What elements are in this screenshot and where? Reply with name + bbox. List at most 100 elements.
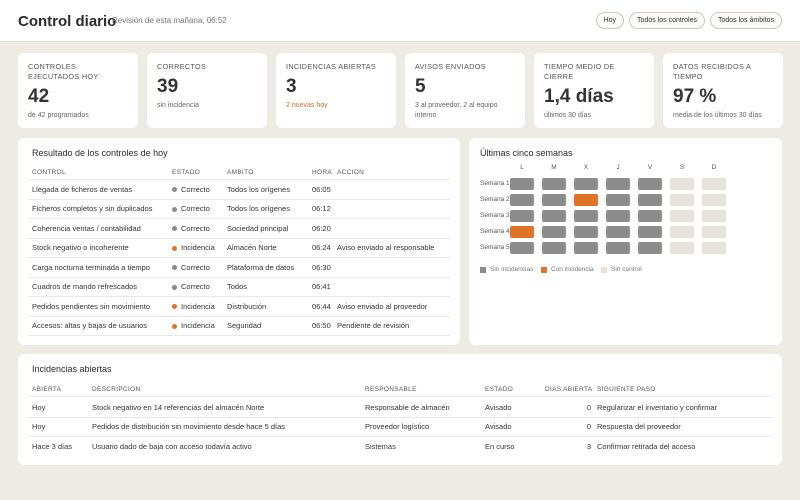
kpi-value: 42 xyxy=(28,86,50,107)
day-cell xyxy=(574,194,598,206)
status-dot xyxy=(172,284,177,290)
day-cell xyxy=(542,210,566,222)
table-cell: Responsable de almacén xyxy=(365,402,450,412)
kpi-value: 39 xyxy=(157,76,179,97)
status-dot xyxy=(172,265,177,271)
legend-label: Con incidencia xyxy=(551,266,594,273)
table-cell: 06:20 xyxy=(312,223,331,233)
legend-label: Sin control xyxy=(611,266,642,273)
week-label: Semana 1 xyxy=(480,180,510,187)
filter-button[interactable]: Todos los ámbitos xyxy=(709,12,782,29)
day-label: M xyxy=(551,164,557,171)
day-cell xyxy=(702,194,726,206)
table-cell: Llegada de ficheros de ventas xyxy=(32,184,133,194)
panel-title: Resultado de los controles de hoy xyxy=(32,148,168,158)
table-cell: Sociedad principal xyxy=(227,223,289,233)
column-header: HORA xyxy=(312,169,332,176)
status-cell: Incidencia xyxy=(168,302,223,311)
table-row: Carga nocturna terminada a tiempo Correct… xyxy=(28,258,450,278)
status-text: Correcto xyxy=(181,282,210,292)
status-text: Incidencia xyxy=(181,321,215,331)
day-cell xyxy=(574,178,598,190)
legend-item: Con incidencia xyxy=(541,266,594,273)
table-cell: Avisado xyxy=(485,402,512,412)
table-cell: 06:50 xyxy=(312,321,331,331)
table-cell: Hace 3 días xyxy=(32,442,73,452)
filter-button[interactable]: Hoy xyxy=(595,12,625,29)
day-cell xyxy=(702,210,726,222)
incidents-panel: Incidencias abiertas ABIERTA DESCRIPCIÓN R… xyxy=(18,354,782,465)
table-cell: Pendiente de revisión xyxy=(337,321,410,331)
header: Control diario Revisión de esta mañana, … xyxy=(0,0,800,42)
status-text: Correcto xyxy=(181,223,210,233)
column-header: DÍAS ABIERTA xyxy=(545,386,593,393)
column-header: ABIERTA xyxy=(32,386,62,393)
kpi-note: 2 nuevas hoy xyxy=(286,102,328,109)
day-cell xyxy=(670,178,694,190)
table-cell: Respuesta del proveedor xyxy=(597,422,681,432)
kpi-value: 5 xyxy=(415,76,426,97)
legend-swatch xyxy=(480,266,486,273)
table-cell: Regularizar el inventario y confirmar xyxy=(597,402,718,412)
table-cell: Confirmar retirada del acceso xyxy=(597,442,696,452)
table-cell: Almacén Norte xyxy=(227,243,277,253)
day-cell xyxy=(670,210,694,222)
table-cell: Accesos: altas y bajas de usuarios xyxy=(32,321,148,331)
page-subtitle: Revisión de esta mañana, 06:52 xyxy=(112,16,227,25)
day-cell xyxy=(606,178,630,190)
table-cell: 3 xyxy=(586,442,591,452)
day-label: J xyxy=(616,164,620,171)
kpi-note: de 42 programados xyxy=(28,112,89,119)
table-row: Hace 3 días Usuario dado de baja con acce… xyxy=(28,437,772,457)
day-cell xyxy=(606,242,630,254)
kpi-label: DATOS RECIBIDOS A TIEMPO xyxy=(673,62,751,81)
table-cell: En curso xyxy=(485,442,515,452)
day-cell xyxy=(606,194,630,206)
status-cell: Incidencia xyxy=(168,321,223,330)
kpi-label: INCIDENCIAS ABIERTAS xyxy=(286,62,377,71)
week-label: Semana 5 xyxy=(480,244,510,251)
kpi-card: TIEMPO MEDIO DE CIERRE 1,4 días últimos 30… xyxy=(534,53,654,128)
legend-swatch xyxy=(541,266,547,273)
table-cell: Todos xyxy=(227,282,248,292)
kpi-label: AVISOS ENVIADOS xyxy=(415,62,486,71)
kpi-value: 3 xyxy=(286,76,297,97)
kpi-label: TIEMPO MEDIO DE CIERRE xyxy=(544,62,615,81)
day-cell xyxy=(542,242,566,254)
table-cell: Todos los orígenes xyxy=(227,184,290,194)
day-label: D xyxy=(711,164,717,171)
table-cell: Seguridad xyxy=(227,321,262,331)
day-cell xyxy=(638,194,662,206)
status-cell: Incidencia xyxy=(168,243,223,252)
kpi-value: 97 % xyxy=(673,86,717,107)
status-dot xyxy=(172,206,177,212)
table-cell: Avisado xyxy=(485,422,512,432)
status-cell: Correcto xyxy=(168,282,223,291)
column-header: ÁMBITO xyxy=(227,169,254,176)
table-cell: Usuario dado de baja con acceso todavía … xyxy=(92,442,252,452)
kpi-note: sin incidencia xyxy=(157,102,200,109)
week-label: Semana 2 xyxy=(480,196,510,203)
table-row: Stock negativo o incoherente Incidencia Al… xyxy=(28,239,450,258)
table-cell: 06:12 xyxy=(312,204,331,214)
table-cell: 06:30 xyxy=(312,262,331,272)
page-title: Control diario xyxy=(18,13,117,30)
kpi-card: DATOS RECIBIDOS A TIEMPO 97 % media de los… xyxy=(663,53,783,128)
status-dot xyxy=(172,245,177,251)
day-cell xyxy=(606,226,630,238)
filter-button[interactable]: Todos los controles xyxy=(629,12,705,29)
table-row: Pedidos pendientes sin movimiento Inciden… xyxy=(28,297,450,317)
table-cell: Todos los orígenes xyxy=(227,204,290,214)
day-cell xyxy=(510,178,534,190)
table-cell: 06:41 xyxy=(312,282,331,292)
table-cell: Sistemas xyxy=(365,442,396,452)
status-dot xyxy=(172,226,177,232)
table-cell: Coherencia ventas / contabilidad xyxy=(32,223,141,233)
column-header: SIGUIENTE PASO xyxy=(597,386,656,393)
legend-item: Sin control xyxy=(601,266,642,273)
table-cell: Plataforma de datos xyxy=(227,262,295,272)
day-label: L xyxy=(520,164,524,171)
day-cell xyxy=(702,178,726,190)
table-cell: Proveedor logístico xyxy=(365,422,430,432)
